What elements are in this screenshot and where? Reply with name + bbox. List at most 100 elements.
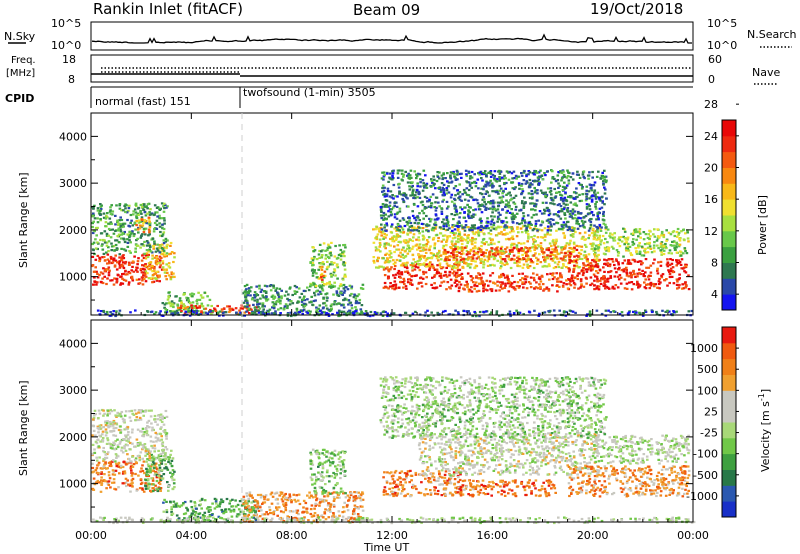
range-cell [603, 246, 607, 249]
range-cell [600, 277, 603, 280]
range-cell [125, 211, 129, 214]
noise-right-tick-top: 10^5 [707, 17, 737, 30]
range-cell [330, 275, 333, 278]
range-cell [562, 170, 565, 173]
range-cell [228, 305, 231, 308]
range-cell [306, 298, 309, 301]
range-cell [551, 274, 554, 277]
range-cell [494, 250, 498, 253]
range-cell [639, 260, 643, 263]
range-cell [451, 231, 455, 234]
range-cell [427, 314, 430, 317]
range-cell [469, 249, 473, 252]
range-cell [445, 262, 449, 265]
range-cell [378, 241, 382, 245]
range-cell [383, 244, 387, 247]
range-cell [392, 197, 395, 200]
range-cell [555, 255, 558, 258]
range-cell [590, 211, 593, 214]
range-cell [597, 249, 600, 252]
range-cell [463, 258, 467, 261]
range-cell [600, 196, 603, 199]
range-cell [597, 285, 601, 288]
range-cell [567, 179, 571, 182]
range-cell [561, 246, 565, 249]
range-cell [518, 183, 521, 187]
range-cell [437, 187, 440, 190]
range-cell [621, 262, 625, 265]
range-cell [165, 252, 169, 255]
range-cell [580, 199, 584, 202]
range-cell [511, 274, 514, 277]
range-cell [642, 254, 646, 257]
range-cell [542, 289, 545, 292]
range-cell [545, 265, 549, 268]
range-cell [568, 251, 572, 254]
range-cell [226, 305, 229, 308]
range-cell [250, 298, 254, 301]
range-cell [569, 284, 573, 287]
range-cell [467, 188, 471, 192]
range-cell [486, 181, 489, 184]
range-cell [554, 180, 558, 183]
range-cell [329, 251, 332, 255]
range-cell [96, 217, 99, 220]
range-cell [156, 257, 159, 261]
range-cell [243, 294, 247, 297]
range-cell [107, 274, 111, 277]
range-cell [530, 260, 533, 263]
range-cell [556, 174, 560, 177]
range-cell [301, 298, 304, 301]
range-cell [315, 276, 319, 279]
range-cell [134, 202, 138, 205]
range-cell [96, 221, 100, 224]
range-cell [564, 314, 568, 317]
range-cell [539, 261, 543, 264]
range-cell [522, 313, 525, 316]
range-cell [144, 273, 147, 276]
range-cell [557, 182, 560, 185]
range-cell [417, 253, 420, 257]
range-cell [564, 245, 567, 248]
range-cell [408, 188, 412, 191]
range-cell [490, 311, 493, 314]
range-cell [193, 310, 197, 313]
range-cell [491, 201, 495, 204]
range-cell [512, 196, 516, 199]
range-cell [470, 170, 474, 174]
range-cell [585, 203, 589, 206]
range-cell [442, 183, 446, 186]
range-cell [319, 313, 323, 316]
range-cell [386, 257, 389, 260]
range-cell [455, 213, 459, 216]
range-cell [374, 228, 377, 231]
range-cell [547, 289, 551, 292]
range-cell [530, 190, 534, 193]
range-cell [251, 313, 255, 316]
range-cell [491, 208, 495, 211]
range-cell [402, 286, 405, 289]
range-cell [585, 207, 589, 210]
range-cell [192, 305, 195, 308]
range-cell [449, 177, 453, 180]
range-cell [154, 311, 158, 314]
range-cell [604, 280, 607, 283]
range-cell [622, 227, 625, 230]
range-cell [603, 169, 606, 172]
range-cell [435, 233, 439, 236]
range-cell [606, 262, 610, 265]
range-cell [418, 243, 422, 246]
range-cell [523, 282, 526, 285]
range-cell [602, 252, 606, 255]
range-cell [473, 213, 477, 216]
range-cell [574, 197, 577, 200]
range-cell [626, 262, 629, 265]
range-cell [184, 310, 188, 313]
range-cell [119, 226, 122, 229]
range-cell [657, 280, 661, 283]
power-ylabel: Slant Range [km] [17, 172, 30, 268]
range-cell [141, 233, 144, 236]
range-cell [401, 253, 404, 256]
range-cell [412, 233, 416, 236]
range-cell [508, 231, 512, 234]
